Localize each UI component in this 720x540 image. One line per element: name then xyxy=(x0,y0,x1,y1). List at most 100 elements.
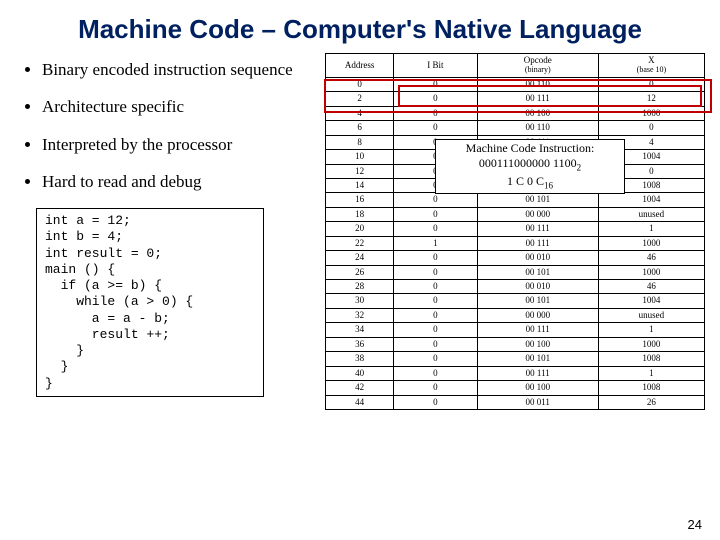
table-cell: 00 101 xyxy=(477,193,598,207)
table-cell: 0 xyxy=(394,308,477,322)
table-row: 24000 01046 xyxy=(326,251,705,265)
left-column: Binary encoded instruction sequence Arch… xyxy=(20,55,320,397)
table-cell: 0 xyxy=(598,121,704,135)
table-cell: 46 xyxy=(598,280,704,294)
th-opcode-label: Opcode xyxy=(524,55,552,65)
table-cell: 0 xyxy=(394,366,477,380)
table-cell: 16 xyxy=(326,193,394,207)
callout-line1: Machine Code Instruction: xyxy=(466,141,595,155)
table-row: 44000 01126 xyxy=(326,395,705,409)
content-area: Binary encoded instruction sequence Arch… xyxy=(20,55,700,525)
table-row: 34000 1111 xyxy=(326,323,705,337)
callout-hex-sub: 16 xyxy=(544,180,553,190)
table-cell: 1008 xyxy=(598,381,704,395)
table-cell: 4 xyxy=(326,106,394,120)
table-cell: 20 xyxy=(326,222,394,236)
table-cell: 00 101 xyxy=(477,294,598,308)
table-cell: 24 xyxy=(326,251,394,265)
table-cell: 28 xyxy=(326,280,394,294)
code-sample: int a = 12; int b = 4; int result = 0; m… xyxy=(36,208,264,397)
table-cell: 0 xyxy=(394,92,477,106)
table-cell: 18 xyxy=(326,207,394,221)
table-cell: 1000 xyxy=(598,337,704,351)
table-cell: 0 xyxy=(394,251,477,265)
table-cell: 00 111 xyxy=(477,323,598,337)
table-cell: 1000 xyxy=(598,106,704,120)
table-cell: 00 000 xyxy=(477,207,598,221)
th-opcode-sub: (binary) xyxy=(525,65,551,74)
table-row: 6000 1100 xyxy=(326,121,705,135)
table-cell: 2 xyxy=(326,92,394,106)
table-cell: 00 011 xyxy=(477,395,598,409)
table-row: 0000 1100 xyxy=(326,77,705,91)
table-cell: 12 xyxy=(326,164,394,178)
table-row: 40000 1111 xyxy=(326,366,705,380)
table-row: 22100 1111000 xyxy=(326,236,705,250)
table-cell: 6 xyxy=(326,121,394,135)
table-cell: 1004 xyxy=(598,193,704,207)
table-body: 0000 11002000 111124000 10010006000 1100… xyxy=(326,77,705,409)
table-row: 16000 1011004 xyxy=(326,193,705,207)
table-cell: 1 xyxy=(598,323,704,337)
table-row: 38000 1011008 xyxy=(326,352,705,366)
table-cell: 1008 xyxy=(598,352,704,366)
table-cell: 0 xyxy=(394,337,477,351)
table-cell: 0 xyxy=(394,352,477,366)
table-cell: 44 xyxy=(326,395,394,409)
slide: Machine Code – Computer's Native Languag… xyxy=(0,0,720,540)
table-cell: 40 xyxy=(326,366,394,380)
th-address: Address xyxy=(326,54,394,78)
table-cell: 00 110 xyxy=(477,77,598,91)
th-ibit: I Bit xyxy=(394,54,477,78)
slide-title: Machine Code – Computer's Native Languag… xyxy=(20,14,700,45)
table-cell: 0 xyxy=(394,381,477,395)
table-cell: unused xyxy=(598,207,704,221)
table-cell: 00 010 xyxy=(477,280,598,294)
th-opcode: Opcode (binary) xyxy=(477,54,598,78)
table-cell: 0 xyxy=(394,121,477,135)
table-row: 32000 000unused xyxy=(326,308,705,322)
table-cell: 0 xyxy=(394,265,477,279)
table-row: 28000 01046 xyxy=(326,280,705,294)
table-cell: 1 xyxy=(394,236,477,250)
table-row: 4000 1001000 xyxy=(326,106,705,120)
table-cell: 0 xyxy=(394,395,477,409)
th-x-sub: (base 10) xyxy=(637,65,667,74)
table-cell: 00 111 xyxy=(477,222,598,236)
table-cell: 30 xyxy=(326,294,394,308)
table-cell: 1000 xyxy=(598,236,704,250)
machine-code-table: Address I Bit Opcode (binary) X (base 10… xyxy=(325,53,705,410)
table-cell: 22 xyxy=(326,236,394,250)
table-cell: 00 111 xyxy=(477,92,598,106)
table-header-row: Address I Bit Opcode (binary) X (base 10… xyxy=(326,54,705,78)
table-cell: 00 010 xyxy=(477,251,598,265)
table-cell: 00 000 xyxy=(477,308,598,322)
table-cell: 26 xyxy=(598,395,704,409)
table-cell: 00 100 xyxy=(477,337,598,351)
table-row: 2000 11112 xyxy=(326,92,705,106)
table-cell: 1 xyxy=(598,222,704,236)
table-cell: 0 xyxy=(394,294,477,308)
table-cell: 8 xyxy=(326,135,394,149)
bullet-4: Hard to read and debug xyxy=(42,171,320,192)
table-cell: 00 101 xyxy=(477,265,598,279)
table-cell: 12 xyxy=(598,92,704,106)
table-cell: 00 111 xyxy=(477,236,598,250)
table-row: 18000 000unused xyxy=(326,207,705,221)
table-cell: 0 xyxy=(394,323,477,337)
table-cell: 1000 xyxy=(598,265,704,279)
callout-hex: 1 C 0 C xyxy=(507,174,544,188)
table-cell: 38 xyxy=(326,352,394,366)
table-cell: 0 xyxy=(394,207,477,221)
table-cell: 00 111 xyxy=(477,366,598,380)
callout-binary: 000111000000 1100 xyxy=(479,156,577,170)
table-cell: 1 xyxy=(598,366,704,380)
bullet-list: Binary encoded instruction sequence Arch… xyxy=(20,59,320,192)
table-cell: 26 xyxy=(326,265,394,279)
table-cell: 36 xyxy=(326,337,394,351)
table-cell: 0 xyxy=(394,77,477,91)
table-cell: unused xyxy=(598,308,704,322)
table-cell: 42 xyxy=(326,381,394,395)
table-cell: 0 xyxy=(326,77,394,91)
table-row: 42000 1001008 xyxy=(326,381,705,395)
